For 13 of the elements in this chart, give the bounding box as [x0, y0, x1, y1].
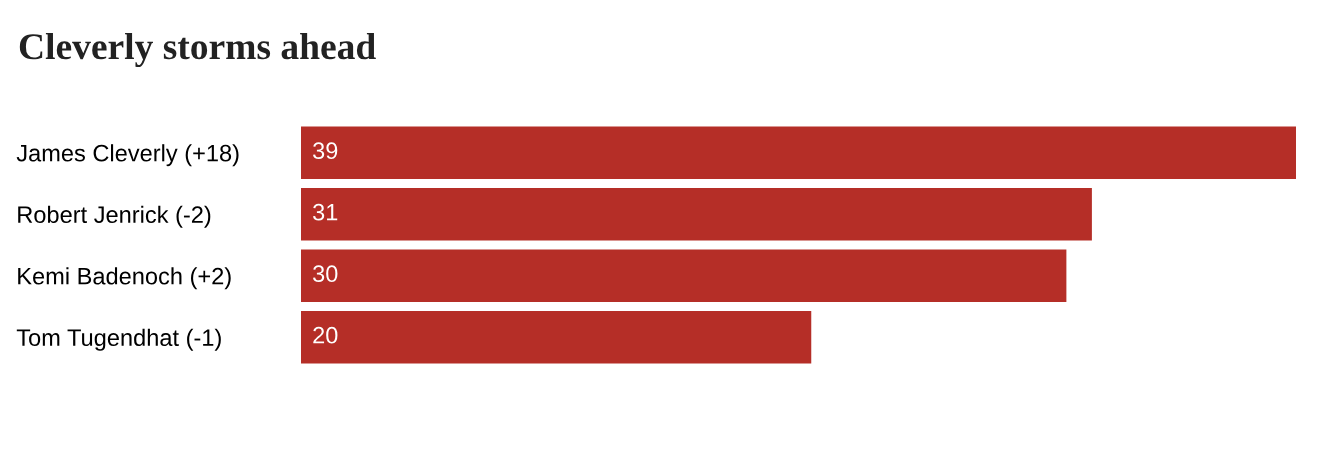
- bar: [301, 188, 1092, 241]
- y-tick-label: Robert Jenrick (-2): [18, 205, 211, 228]
- y-tick-label: Kemi Badenoch (+2): [18, 267, 231, 290]
- data-label: 31: [313, 203, 338, 221]
- bar: [301, 249, 1067, 302]
- data-label: 39: [313, 142, 338, 160]
- data-label: 20: [313, 326, 338, 344]
- bar: [301, 311, 812, 364]
- data-label: 30: [313, 265, 338, 283]
- y-tick-label: James Cleverly (+18): [16, 144, 239, 167]
- chart-title: Cleverly storms ahead: [19, 32, 376, 68]
- bar: [301, 126, 1296, 179]
- y-tick-label: Tom Tugendhat (-1): [16, 328, 221, 351]
